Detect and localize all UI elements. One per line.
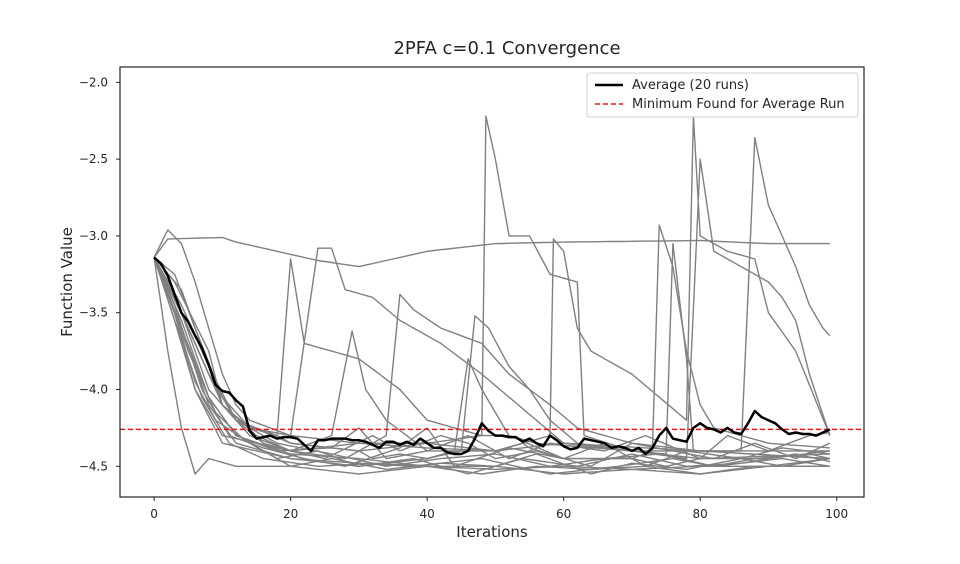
legend-average-label: Average (20 runs) [632, 78, 749, 93]
y-axis-label: Function Value [58, 227, 76, 337]
x-tick-label: 0 [150, 507, 158, 521]
run-line-1 [153, 236, 830, 268]
x-tick-label: 80 [693, 507, 708, 521]
plot-frame [119, 66, 865, 498]
y-tick-label: −3.0 [79, 229, 108, 243]
run-line-14 [153, 257, 831, 467]
chart-title: 2PFA c=0.1 Convergence [393, 38, 620, 59]
run-line-19 [153, 257, 830, 475]
x-axis-ticks: 0 20 40 60 80 100 [150, 497, 848, 521]
average-line [153, 256, 831, 456]
y-axis-ticks: −2.0 −2.5 −3.0 −3.5 −4.0 −4.5 [79, 75, 120, 473]
individual-runs [153, 115, 831, 475]
x-axis-label: Iterations [456, 523, 528, 541]
y-tick-label: −3.5 [79, 306, 108, 320]
y-tick-label: −2.0 [79, 75, 108, 89]
x-tick-label: 20 [283, 507, 298, 521]
average-layer [120, 256, 864, 456]
y-tick-label: −4.5 [79, 459, 108, 473]
run-line-18 [153, 257, 831, 460]
x-tick-label: 60 [556, 507, 571, 521]
x-tick-label: 40 [420, 507, 435, 521]
legend: Average (20 runs) Minimum Found for Aver… [586, 72, 859, 118]
y-tick-label: −2.5 [79, 152, 108, 166]
y-tick-label: −4.0 [79, 383, 108, 397]
legend-box [586, 72, 859, 118]
run-line-5 [153, 158, 831, 460]
x-tick-label: 100 [825, 507, 848, 521]
run-line-17 [153, 257, 831, 475]
legend-minimum-label: Minimum Found for Average Run [632, 97, 845, 112]
